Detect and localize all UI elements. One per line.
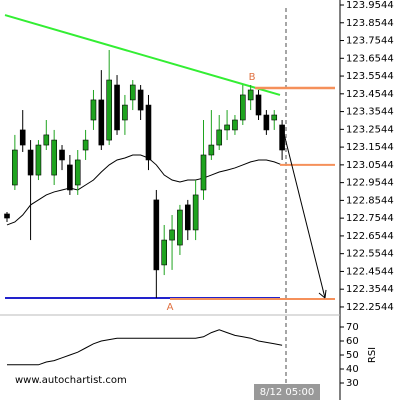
candle-body <box>90 99 97 121</box>
y-tick-label: 123.5544 <box>346 71 394 82</box>
y-tick-label: 123.1544 <box>346 142 394 153</box>
candle-body <box>177 209 183 246</box>
candle-body <box>169 229 175 241</box>
candle-body <box>12 149 18 186</box>
candle-body <box>192 194 199 231</box>
time-marker-box <box>254 384 320 400</box>
candle-body <box>129 84 136 101</box>
candle-body <box>35 144 42 176</box>
rsi-tick-label: 40 <box>346 364 359 375</box>
candle-body <box>19 129 26 146</box>
y-tick-label: 123.3544 <box>346 107 394 118</box>
y-tick-label: 123.0544 <box>346 160 394 171</box>
y-tick-label: 122.3544 <box>346 284 394 295</box>
candle-body <box>208 144 215 156</box>
watermark: www.autochartist.com <box>15 375 127 386</box>
y-tick-label: 122.4544 <box>346 266 394 277</box>
candle-body <box>27 149 34 176</box>
candle-body <box>271 114 278 121</box>
candle-body <box>43 134 50 146</box>
rsi-line <box>7 329 283 366</box>
candle-body <box>224 124 230 131</box>
candle-body <box>263 114 270 131</box>
candle-body <box>161 239 167 266</box>
moving-average <box>6 154 283 226</box>
candle-body <box>216 129 223 146</box>
candle-body <box>232 119 238 131</box>
rsi-label: RSI <box>367 347 378 363</box>
y-tick-label: 122.7544 <box>346 213 394 224</box>
candle-body <box>279 124 285 151</box>
y-tick-label: 122.6544 <box>346 231 394 242</box>
candle-body <box>106 79 112 141</box>
candle-body <box>67 164 73 191</box>
y-tick-label: 123.2544 <box>346 124 394 135</box>
rsi-tick-label: 50 <box>346 350 359 361</box>
y-tick-label: 123.6544 <box>346 53 394 64</box>
time-marker-label: 8/12 05:00 <box>260 387 314 398</box>
candle-body <box>153 199 160 271</box>
y-tick-label: 122.8544 <box>346 195 394 206</box>
rsi-tick-label: 30 <box>346 378 359 389</box>
candle-body <box>137 89 144 111</box>
candle-body <box>240 94 246 121</box>
rsi-tick-label: 70 <box>346 322 359 333</box>
candle-body <box>122 104 128 121</box>
candle-body <box>145 104 152 161</box>
label-b: B <box>249 72 256 83</box>
candle-body <box>247 89 254 101</box>
candle-body <box>184 204 191 231</box>
y-tick-label: 123.9544 <box>346 0 394 11</box>
candle-body <box>51 139 57 176</box>
y-tick-label: 123.8544 <box>346 18 394 29</box>
candle-body <box>59 149 65 161</box>
candle-body <box>114 84 120 131</box>
y-tick-label: 122.9544 <box>346 178 394 189</box>
candle-body <box>74 159 81 186</box>
y-tick-label: 122.5544 <box>346 249 394 260</box>
resistance-line <box>4 14 281 96</box>
candle-body <box>98 99 105 146</box>
y-tick-label: 123.7544 <box>346 36 394 47</box>
candle-body <box>4 213 10 219</box>
y-tick-label: 123.4544 <box>346 89 394 100</box>
candle-body <box>200 154 207 191</box>
rsi-tick-label: 60 <box>346 336 359 347</box>
candle-body <box>255 94 262 116</box>
y-tick-label: 122.2544 <box>346 302 394 313</box>
target-arrow <box>282 129 326 299</box>
label-a: A <box>167 302 174 313</box>
arrow-head <box>318 289 327 299</box>
candle-body <box>82 139 89 151</box>
